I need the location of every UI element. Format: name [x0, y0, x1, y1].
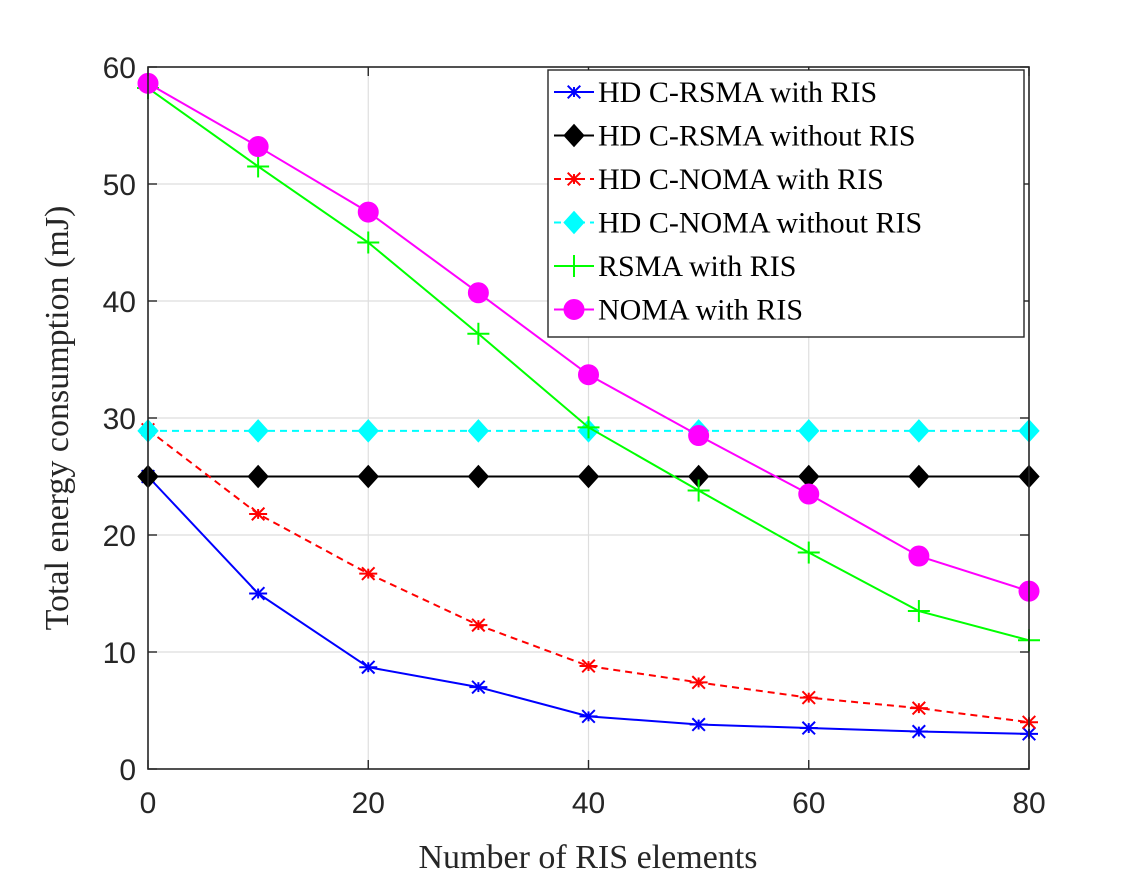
data-point [359, 660, 378, 675]
data-point [467, 419, 490, 443]
data-point [688, 425, 710, 447]
data-point [357, 201, 379, 223]
legend-label: HD C-RSMA with RIS [598, 76, 877, 109]
data-point [579, 659, 598, 674]
data-point [249, 506, 268, 521]
data-point [249, 586, 268, 601]
y-tick-label: 20 [103, 520, 136, 553]
data-point [577, 464, 600, 489]
legend-entry: NOMA with RIS [554, 294, 803, 327]
x-tick-label: 40 [572, 787, 605, 820]
series-4 [137, 419, 1040, 443]
data-point [689, 717, 708, 732]
legend-marker [565, 84, 583, 100]
data-point [467, 322, 490, 345]
series-layer [137, 72, 1040, 741]
legend-entry: HD C-RSMA without RIS [554, 120, 916, 153]
legend-marker [565, 171, 583, 187]
series-2 [137, 464, 1040, 489]
data-point [467, 282, 489, 304]
x-axis-label: Number of RIS elements [419, 839, 758, 876]
data-point [467, 464, 490, 489]
data-point [908, 419, 930, 443]
legend-label: NOMA with RIS [598, 294, 803, 327]
legend-label: HD C-NOMA without RIS [598, 207, 922, 240]
legend-label: RSMA with RIS [598, 250, 796, 283]
data-point [357, 231, 380, 254]
legend: HD C-RSMA with RIS HD C-RSMA without RIS H… [547, 69, 1025, 338]
legend-box [547, 69, 1025, 338]
x-tick-label: 80 [1012, 787, 1045, 820]
series-line [147, 428, 1030, 724]
legend-entry: HD C-RSMA with RIS [554, 76, 877, 109]
y-tick-label: 0 [119, 754, 136, 787]
y-tick-label: 10 [103, 637, 136, 670]
y-tick-label: 40 [103, 286, 136, 319]
legend-marker [563, 123, 585, 148]
data-point [577, 416, 600, 439]
data-point [908, 545, 930, 567]
data-point [689, 675, 708, 690]
legend-label: HD C-NOMA with RIS [598, 163, 884, 196]
y-tick-label: 50 [103, 169, 136, 202]
data-point [908, 464, 930, 489]
data-point [357, 419, 379, 443]
legend-entry: RSMA with RIS [554, 250, 796, 283]
data-point [799, 690, 818, 705]
legend-marker [563, 210, 585, 235]
data-point [579, 709, 598, 724]
x-tick-label: 60 [792, 787, 825, 820]
data-point [247, 464, 269, 489]
data-point [907, 600, 930, 623]
data-point [798, 419, 820, 443]
data-point [357, 464, 379, 489]
data-point [578, 364, 599, 386]
legend-marker [563, 255, 585, 277]
y-tick-label: 60 [103, 52, 136, 85]
legend-entry: HD C-NOMA without RIS [554, 207, 922, 240]
data-point [359, 566, 378, 581]
legend-marker [563, 299, 585, 320]
ticks: 0 20 40 60 80 0 10 20 30 40 50 60 [103, 52, 1046, 820]
data-point [909, 724, 928, 739]
y-tick-label: 30 [103, 403, 136, 436]
data-point [798, 483, 820, 505]
data-point [687, 479, 710, 502]
data-point [909, 701, 928, 716]
x-tick-label: 0 [140, 787, 157, 820]
data-point [469, 618, 488, 633]
legend-entry: HD C-NOMA with RIS [554, 163, 884, 196]
data-point [799, 721, 818, 736]
legend-label: HD C-RSMA without RIS [598, 120, 916, 153]
data-point [247, 419, 269, 443]
data-point [247, 155, 270, 178]
y-axis-label: Total energy consumption (mJ) [39, 206, 76, 631]
data-point [797, 541, 820, 564]
x-tick-label: 20 [352, 787, 385, 820]
data-point [247, 136, 269, 158]
series-6 [137, 72, 1040, 602]
data-point [469, 680, 488, 695]
